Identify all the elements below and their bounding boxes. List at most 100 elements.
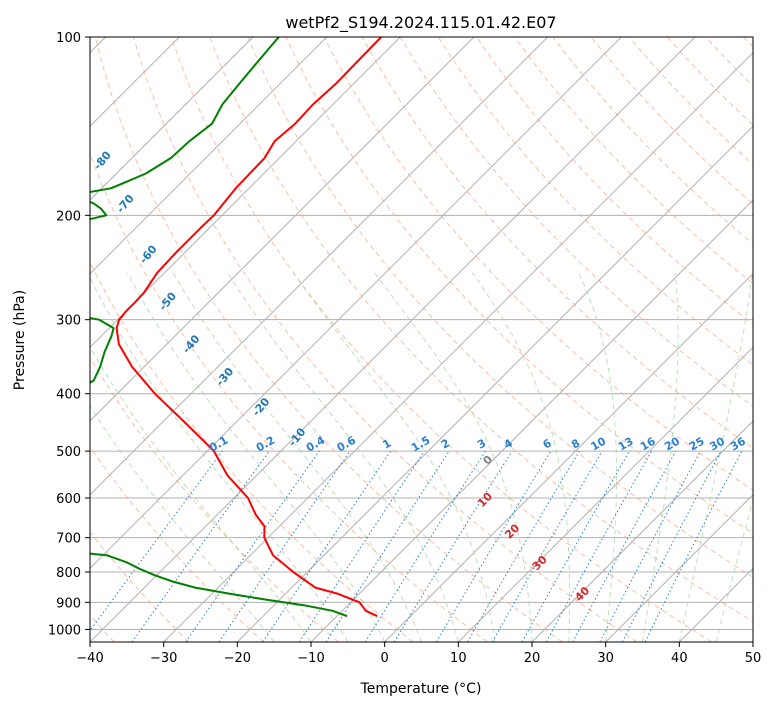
isotherm--80 <box>90 37 401 349</box>
moist-adiabat <box>374 272 533 642</box>
mixing-ratio-line <box>467 450 580 642</box>
dry-adiabat-label: -30 <box>214 365 237 389</box>
temperature-profile <box>115 37 382 618</box>
dewpoint-profile <box>90 37 348 618</box>
mixing-ratio-line <box>90 450 223 632</box>
dry-adiabat <box>90 260 414 642</box>
dry-adiabat <box>743 37 753 48</box>
isotherm--60 <box>90 37 549 496</box>
moist-adiabat-label: 20 <box>502 521 522 541</box>
x-tick-label: 10 <box>450 651 467 666</box>
axis-ticks: −40 −30 −20 −10 0 10 20 30 40 50 1000 900 800 700 600 5… <box>48 31 761 666</box>
dry-adiabat-label: -20 <box>250 395 273 419</box>
dry-adiabat-label: -50 <box>156 289 179 313</box>
y-tick-label: 700 <box>56 532 81 547</box>
y-tick-label: 900 <box>56 596 81 611</box>
mixing-ratio-line <box>545 450 653 642</box>
isotherm-10 <box>457 346 753 642</box>
dry-adiabat <box>552 37 753 245</box>
isotherm--10 <box>310 199 753 642</box>
mixing-ratio-line <box>185 450 320 642</box>
dry-adiabat <box>209 37 753 623</box>
isotherm--30 <box>163 51 753 642</box>
mixing-ratio-line <box>572 450 677 642</box>
moist-adiabat <box>293 272 496 642</box>
mixing-ratio-label: 2 <box>439 437 452 452</box>
moist-adiabat-label: 40 <box>572 584 592 604</box>
dry-adiabat <box>399 37 753 407</box>
dry-adiabat <box>247 37 753 578</box>
dry-adiabat <box>514 37 753 285</box>
y-tick-label: 1000 <box>48 623 81 638</box>
mixing-ratio-label: 1 <box>380 437 393 452</box>
isotherm--70 <box>90 37 475 422</box>
moist-adiabat <box>472 272 571 642</box>
moist-adiabat <box>715 498 753 642</box>
x-axis-label: Temperature (°C) <box>360 681 482 697</box>
moist-adiabat-label: 30 <box>530 553 550 573</box>
moist-adiabat <box>227 272 459 642</box>
mixing-ratio-line <box>644 450 743 642</box>
isotherm-20 <box>531 420 753 642</box>
isotherm--50 <box>90 37 622 570</box>
dry-adiabat-label: -60 <box>137 242 160 266</box>
y-tick-label: 200 <box>56 209 81 224</box>
mixing-ratio-line <box>131 450 270 642</box>
background-lines <box>90 37 753 642</box>
x-tick-label: 30 <box>597 651 614 666</box>
mixing-ratio-line <box>435 450 552 642</box>
isotherm--20 <box>236 125 753 642</box>
dry-adiabat-label: -80 <box>91 148 114 172</box>
isotherm--40 <box>90 37 696 642</box>
dry-adiabat <box>132 37 638 642</box>
moist-adiabat <box>90 345 312 642</box>
dry-adiabat <box>90 152 488 642</box>
x-tick-label: 20 <box>524 651 541 666</box>
moist-adiabat <box>172 272 422 642</box>
isotherm-40 <box>678 567 753 642</box>
x-tick-label: −10 <box>297 651 324 666</box>
isotherm--90 <box>90 37 328 275</box>
isotherm-0 <box>384 272 753 642</box>
dry-adiabat <box>590 37 753 205</box>
moist-adiabat <box>642 272 679 642</box>
mixing-ratio-label: 8 <box>569 437 582 452</box>
dry-adiabat <box>90 531 190 642</box>
x-tick-label: −20 <box>224 651 251 666</box>
y-tick-label: 400 <box>56 388 81 403</box>
mixing-ratio-line <box>218 450 351 642</box>
isotherm-30 <box>605 493 753 642</box>
x-tick-label: −40 <box>76 651 103 666</box>
dry-adiabat <box>704 37 753 87</box>
mixing-ratio-label: 6 <box>541 436 554 451</box>
moist-adiabat <box>90 276 349 642</box>
isotherm--100 <box>90 37 254 201</box>
dry-adiabat <box>90 356 339 642</box>
moist-adiabat <box>678 272 753 642</box>
mixing-ratio-line <box>521 450 630 642</box>
y-axis-label: Pressure (hPa) <box>12 290 28 390</box>
y-tick-label: 100 <box>56 31 81 46</box>
y-tick-label: 600 <box>56 492 81 507</box>
mixing-ratio-line <box>393 450 513 642</box>
mixing-ratio-line <box>262 450 392 642</box>
chart-title: wetPf2_S194.2024.115.01.42.E07 <box>285 13 556 33</box>
dry-adiabat <box>666 37 753 126</box>
line-labels: 0.1 0.2 0.4 0.6 1 1.5 2 3 4 6 8 10 13 16 20 25 30 36-80-7… <box>91 148 748 604</box>
dry-adiabat-label: -70 <box>114 192 137 216</box>
dry-adiabat <box>94 37 563 642</box>
moist-adiabat <box>126 272 386 642</box>
x-tick-label: 0 <box>381 651 389 666</box>
dry-adiabat <box>437 37 753 366</box>
mixing-ratio-line <box>364 450 486 642</box>
x-tick-label: −30 <box>150 651 177 666</box>
profile-lines <box>90 37 382 618</box>
dry-adiabat <box>171 37 712 642</box>
plot-frame <box>89 36 754 643</box>
y-tick-label: 500 <box>56 445 81 460</box>
mixing-ratio-line <box>325 450 450 642</box>
dry-adiabat <box>361 37 753 449</box>
y-tick-label: 800 <box>56 566 81 581</box>
mixing-ratio-line <box>298 450 425 642</box>
